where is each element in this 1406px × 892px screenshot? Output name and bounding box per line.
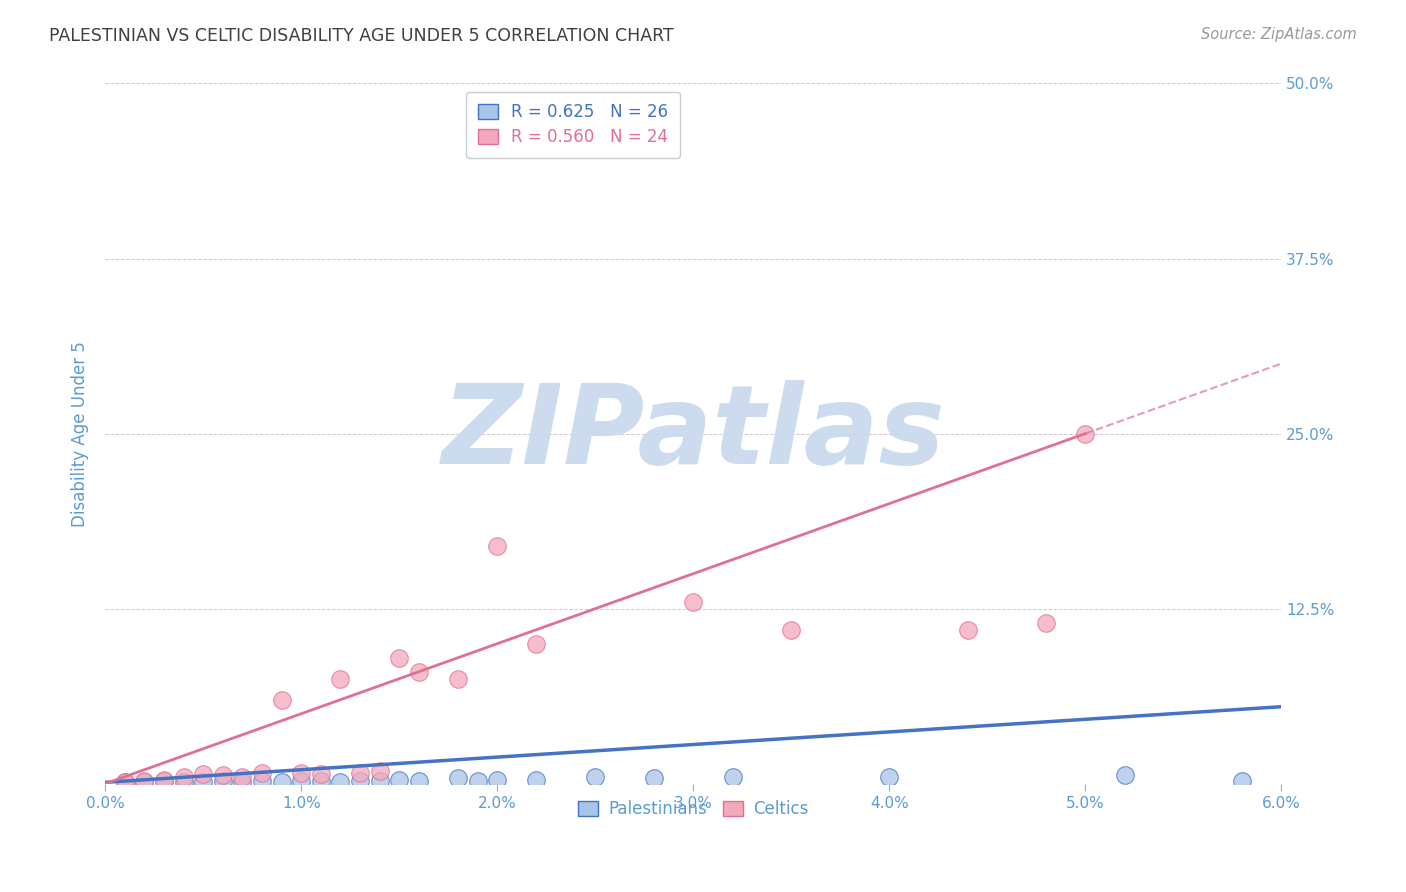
Point: [193, 775, 215, 789]
Point: [290, 765, 312, 780]
Point: [270, 692, 292, 706]
Point: [388, 772, 411, 787]
Point: [467, 773, 489, 788]
Point: [1074, 426, 1097, 441]
Point: [153, 773, 176, 788]
Point: [408, 773, 430, 788]
Point: [447, 672, 470, 686]
Point: [134, 773, 156, 788]
Point: [643, 771, 665, 785]
Point: [368, 764, 391, 778]
Point: [329, 672, 352, 686]
Point: [780, 623, 803, 637]
Point: [1035, 615, 1057, 630]
Point: [134, 775, 156, 789]
Point: [526, 772, 548, 787]
Point: [211, 768, 233, 782]
Point: [250, 773, 273, 788]
Point: [270, 775, 292, 789]
Point: [114, 775, 136, 789]
Point: [309, 767, 332, 781]
Point: [173, 775, 195, 789]
Point: [447, 771, 470, 785]
Point: [231, 775, 253, 789]
Point: [486, 539, 509, 553]
Point: [250, 765, 273, 780]
Legend: Palestinians, Celtics: Palestinians, Celtics: [571, 793, 815, 824]
Point: [721, 770, 744, 784]
Point: [879, 770, 901, 784]
Y-axis label: Disability Age Under 5: Disability Age Under 5: [72, 341, 89, 526]
Point: [173, 770, 195, 784]
Point: [682, 595, 704, 609]
Point: [290, 773, 312, 788]
Point: [349, 773, 371, 788]
Point: [1114, 768, 1136, 782]
Text: PALESTINIAN VS CELTIC DISABILITY AGE UNDER 5 CORRELATION CHART: PALESTINIAN VS CELTIC DISABILITY AGE UND…: [49, 27, 673, 45]
Point: [583, 770, 606, 784]
Point: [193, 767, 215, 781]
Point: [388, 650, 411, 665]
Point: [408, 665, 430, 679]
Point: [211, 773, 233, 788]
Point: [956, 623, 979, 637]
Point: [368, 773, 391, 788]
Text: Source: ZipAtlas.com: Source: ZipAtlas.com: [1201, 27, 1357, 42]
Point: [486, 772, 509, 787]
Point: [1230, 773, 1253, 788]
Point: [349, 765, 371, 780]
Point: [153, 772, 176, 787]
Point: [526, 637, 548, 651]
Point: [309, 773, 332, 788]
Point: [329, 775, 352, 789]
Text: ZIPatlas: ZIPatlas: [441, 380, 945, 487]
Point: [114, 775, 136, 789]
Point: [231, 770, 253, 784]
